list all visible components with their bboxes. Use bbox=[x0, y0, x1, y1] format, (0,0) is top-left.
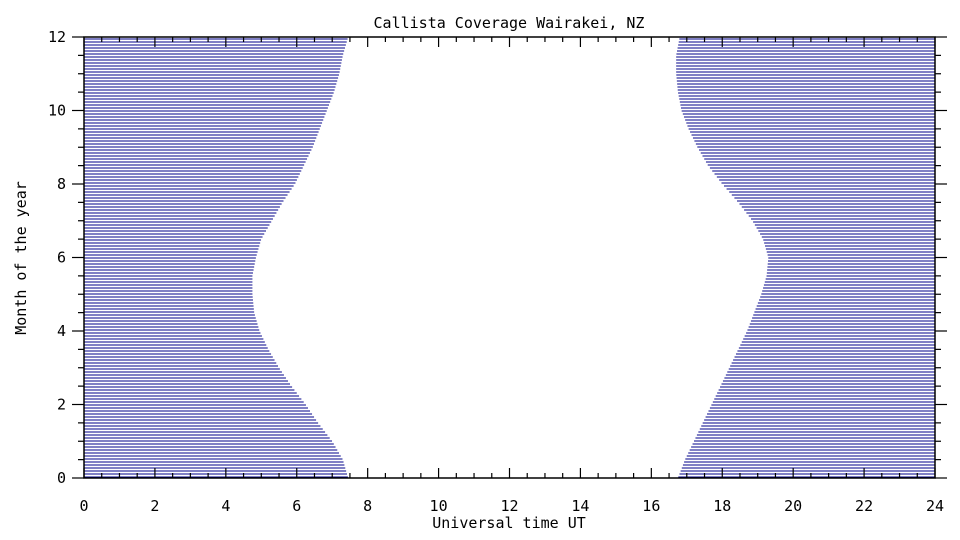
x-tick-label: 0 bbox=[79, 497, 88, 515]
x-tick-label: 22 bbox=[855, 497, 873, 515]
x-tick-label: 6 bbox=[292, 497, 301, 515]
chart-title: Callista Coverage Wairakei, NZ bbox=[374, 14, 645, 32]
x-tick-label: 10 bbox=[430, 497, 448, 515]
left-coverage-band bbox=[84, 38, 348, 478]
y-tick-label: 8 bbox=[57, 175, 66, 193]
axis-ticks bbox=[72, 36, 947, 479]
y-tick-label: 12 bbox=[48, 28, 66, 46]
x-tick-label: 4 bbox=[221, 497, 230, 515]
y-tick-label: 10 bbox=[48, 102, 66, 120]
y-tick-label: 2 bbox=[57, 396, 66, 414]
x-tick-label: 20 bbox=[784, 497, 802, 515]
x-axis-label: Universal time UT bbox=[432, 514, 586, 532]
y-tick-label: 6 bbox=[57, 249, 66, 267]
x-tick-label: 18 bbox=[713, 497, 731, 515]
x-tick-label: 2 bbox=[150, 497, 159, 515]
x-tick-label: 24 bbox=[926, 497, 944, 515]
right-coverage-band bbox=[676, 38, 935, 478]
y-axis-label: Month of the year bbox=[12, 181, 30, 335]
x-tick-label: 12 bbox=[500, 497, 518, 515]
y-tick-label: 4 bbox=[57, 322, 66, 340]
x-tick-label: 16 bbox=[642, 497, 660, 515]
x-tick-label: 14 bbox=[571, 497, 589, 515]
x-tick-label: 8 bbox=[363, 497, 372, 515]
y-tick-label: 0 bbox=[57, 469, 66, 487]
